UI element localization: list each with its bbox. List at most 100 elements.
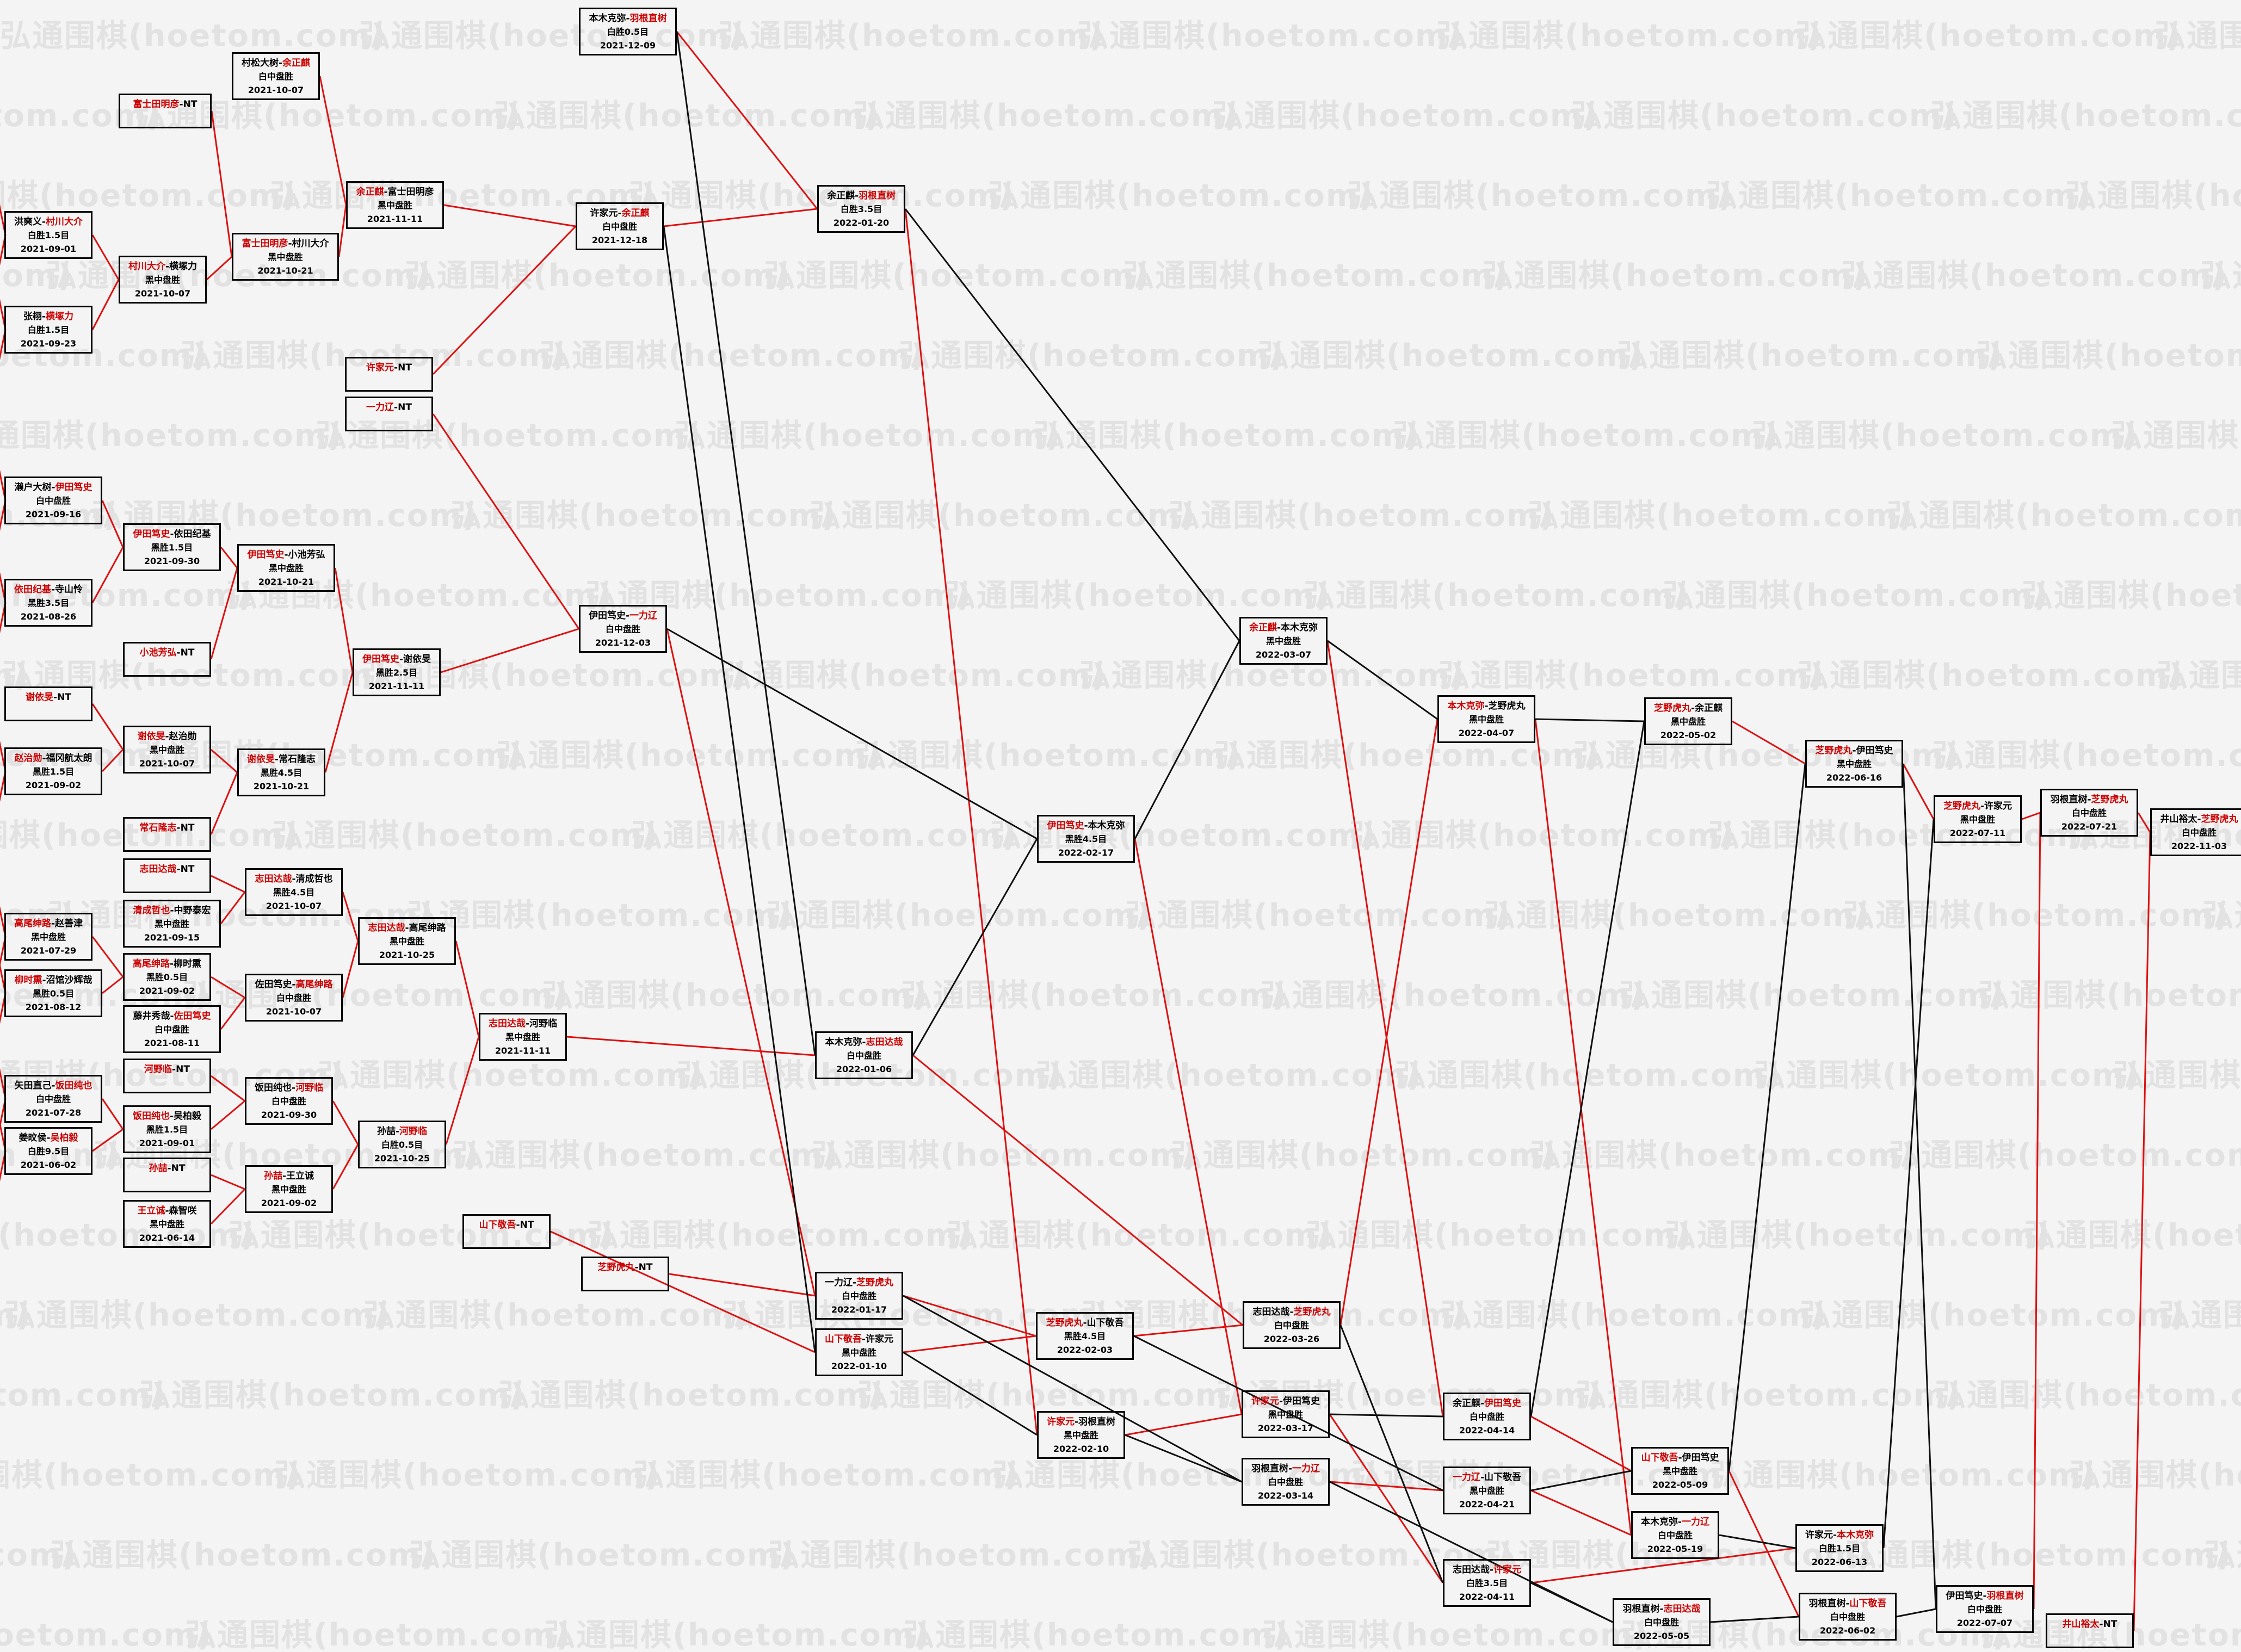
player-name: 一力辽: [629, 610, 658, 621]
match-box-C3[interactable]: 志田达哉-清成哲也 黑胜4.5目 2021-10-07: [245, 868, 343, 916]
match-box-A8[interactable]: 许家元-NT: [345, 357, 433, 392]
match-box-A4[interactable]: 村川大介-横塚力 黑中盘胜 2021-10-07: [119, 256, 207, 304]
bracket-link-C7-C8: [342, 941, 359, 998]
match-box-E12[interactable]: 志田达哉-许家元 白胜3.5目 2022-04-11: [1443, 1559, 1531, 1607]
match-box-E2[interactable]: 山下敬吾-许家元 黑中盘胜 2022-01-10: [815, 1328, 903, 1376]
match-box-B2[interactable]: 伊田笃史-依田纪基 黑胜1.5目 2021-09-30: [123, 523, 221, 571]
match-box-E1[interactable]: 一力辽-芝野虎丸 白中盘胜 2022-01-17: [815, 1272, 903, 1320]
match-box-A3[interactable]: 洪爽义-村川大介 白胜1.5目 2021-09-01: [4, 211, 92, 259]
match-result: 黑中盘胜: [145, 275, 180, 285]
name-separator: -: [1084, 820, 1088, 831]
match-box-E21[interactable]: 芝野虎丸-伊田笃史 黑中盘胜 2022-06-16: [1805, 740, 1903, 788]
match-box-C1[interactable]: 志田达哉-NT: [123, 858, 211, 893]
match-box-B7[interactable]: 赵治勋-福冈航太朗 黑胜1.5目 2021-09-02: [4, 747, 102, 795]
match-box-E15[interactable]: 羽根直树-志田达哉 白中盘胜 2022-05-05: [1613, 1598, 1711, 1646]
match-box-E24[interactable]: 井山裕太-芝野虎丸 白中盘胜 2022-11-03: [2150, 808, 2241, 856]
match-box-C6[interactable]: 高尾绅路-柳时熏 黑胜0.5目 2021-09-02: [123, 953, 211, 1001]
bracket-link-B12-F1: [666, 628, 1038, 840]
match-box-B9[interactable]: 谢依旻-常石隆志 黑胜4.5目 2021-10-21: [237, 748, 325, 796]
match-box-C11[interactable]: 矢田直己-饭田纯也 白中盘胜 2021-07-28: [4, 1075, 102, 1123]
player-name: 张栩: [23, 311, 42, 322]
match-box-B6[interactable]: 谢依旻-NT: [4, 686, 92, 721]
match-result: 白胜0.5目: [381, 1140, 423, 1150]
bracket-link-E3-E11: [1133, 1335, 1443, 1492]
match-box-B12[interactable]: 伊田笃史-一力辽 白中盘胜 2021-12-03: [579, 605, 667, 653]
match-box-E19[interactable]: 井山裕太-NT: [2046, 1613, 2134, 1648]
name-separator: -: [2087, 794, 2091, 805]
player-name: 村松大树: [241, 58, 279, 69]
match-box-F2[interactable]: 本木克弥-志田达哉 白中盘胜 2022-01-06: [815, 1031, 913, 1079]
match-box-A10[interactable]: 本木克弥-羽根直树 白胜0.5目 2021-12-09: [579, 8, 677, 55]
match-box-E13[interactable]: 山下敬吾-伊田笃史 黑中盘胜 2022-05-09: [1631, 1447, 1729, 1495]
match-box-C19[interactable]: 志田达哉-河野临 黑中盘胜 2021-11-11: [479, 1013, 567, 1061]
match-date: 2022-07-21: [2061, 821, 2117, 832]
match-box-C8[interactable]: 志田达哉-高尾绅路 黑中盘胜 2021-10-25: [358, 917, 456, 965]
match-title: 芝野虎丸-NT: [583, 1261, 668, 1274]
match-box-E5[interactable]: 许家元-伊田笃史 黑中盘胜 2022-03-17: [1242, 1390, 1330, 1438]
player-name: 清成哲也: [133, 905, 170, 916]
player-name: 志田达哉: [866, 1037, 903, 1048]
match-box-A11[interactable]: 许家元-余正麒 白中盘胜 2021-12-18: [576, 202, 664, 250]
match-box-A9[interactable]: 一力辽-NT: [345, 397, 433, 431]
match-box-E4[interactable]: 许家元-羽根直树 黑中盘胜 2022-02-10: [1037, 1411, 1125, 1459]
match-box-E23[interactable]: 羽根直树-芝野虎丸 白中盘胜 2022-07-21: [2040, 789, 2138, 837]
match-box-C17[interactable]: 王立诚-森智咲 黑中盘胜 2021-06-14: [123, 1200, 211, 1248]
match-box-D2[interactable]: 芝野虎丸-NT: [581, 1257, 669, 1291]
match-box-E10[interactable]: 余正麒-伊田笃史 白中盘胜 2022-04-14: [1443, 1393, 1531, 1440]
name-separator: -: [51, 482, 55, 493]
match-box-E18[interactable]: 伊田笃史-羽根直树 白中盘胜 2022-07-07: [1936, 1585, 2034, 1633]
match-box-C10[interactable]: 河野临-NT: [123, 1059, 211, 1093]
match-box-E7[interactable]: 志田达哉-芝野虎丸 白中盘胜 2022-03-26: [1243, 1301, 1341, 1349]
match-box-A5[interactable]: 张栩-横塚力 白胜1.5目 2021-09-23: [4, 306, 92, 354]
match-box-E8[interactable]: 余正麒-本木克弥 黑中盘胜 2022-03-07: [1239, 617, 1328, 665]
match-title: 伊田笃史-谢依旻: [354, 653, 439, 666]
match-box-E20[interactable]: 芝野虎丸-余正麒 黑中盘胜 2022-05-02: [1644, 697, 1732, 745]
match-box-C16[interactable]: 孙喆-NT: [123, 1158, 211, 1192]
match-box-C4[interactable]: 高尾绅路-赵善津 黑中盘胜 2021-07-29: [4, 913, 92, 961]
match-box-C9[interactable]: 藤井秀哉-佐田笃史 白中盘胜 2021-08-11: [123, 1005, 221, 1053]
match-box-C2[interactable]: 清成哲也-中野泰宏 黑中盘胜 2021-09-15: [123, 900, 221, 948]
player-name: 村川大介: [128, 261, 165, 272]
match-box-B4[interactable]: 伊田笃史-小池芳弘 黑中盘胜 2021-10-21: [237, 544, 335, 592]
name-separator: -: [1279, 1396, 1283, 1407]
match-box-E9[interactable]: 本木克弥-芝野虎丸 黑中盘胜 2022-04-07: [1437, 695, 1535, 743]
match-box-E6[interactable]: 羽根直树-一力辽 白中盘胜 2022-03-14: [1242, 1458, 1330, 1506]
match-box-C15[interactable]: 孙喆-河野临 白胜0.5目 2021-10-25: [358, 1121, 446, 1168]
match-box-D1[interactable]: 山下敬吾-NT: [462, 1214, 551, 1249]
match-box-A7[interactable]: 余正麒-富士田明彦 黑中盘胜 2021-11-11: [346, 181, 444, 229]
match-box-F1[interactable]: 伊田笃史-本木克弥 黑胜4.5目 2022-02-17: [1037, 815, 1135, 863]
match-result: 白中盘胜: [276, 993, 311, 1003]
match-box-B3[interactable]: 依田纪基-寺山怜 黑胜3.5目 2021-08-26: [4, 579, 92, 627]
match-box-C14[interactable]: 饭田纯也-河野临 白中盘胜 2021-09-30: [245, 1077, 333, 1125]
match-box-A6[interactable]: 富士田明彦-村川大介 黑中盘胜 2021-10-21: [232, 233, 339, 281]
match-box-E17[interactable]: 羽根直树-山下敬吾 白中盘胜 2022-06-02: [1799, 1593, 1897, 1641]
match-box-C5[interactable]: 柳时熏-沼馆沙辉哉 黑胜0.5目 2021-08-12: [4, 969, 102, 1017]
match-box-E22[interactable]: 芝野虎丸-许家元 黑中盘胜 2022-07-11: [1934, 795, 2022, 843]
match-box-A1[interactable]: 富士田明彦-NT: [119, 94, 212, 128]
match-result: 白中盘胜: [271, 1096, 306, 1106]
match-box-C18[interactable]: 孙喆-王立诚 黑中盘胜 2021-09-02: [245, 1165, 333, 1213]
player-name: 依田纪基: [174, 529, 211, 540]
match-box-B11[interactable]: 伊田笃史-谢依旻 黑胜2.5目 2021-11-11: [353, 648, 441, 696]
match-box-E3[interactable]: 芝野虎丸-山下敬吾 黑胜4.5目 2022-02-03: [1036, 1312, 1134, 1360]
match-title: 藤井秀哉-佐田笃史: [125, 1010, 219, 1023]
match-box-A2[interactable]: 村松大树-余正麒 白中盘胜 2021-10-07: [232, 52, 320, 100]
name-separator: -: [165, 731, 169, 742]
match-box-E14[interactable]: 本木克弥-一力辽 白中盘胜 2022-05-19: [1631, 1511, 1719, 1559]
match-box-B10[interactable]: 常石隆志-NT: [123, 817, 211, 852]
match-box-C13[interactable]: 饭田纯也-吴柏毅 黑胜1.5目 2021-09-01: [123, 1105, 211, 1153]
bracket-link-C13-C14: [211, 1100, 245, 1130]
match-box-B1[interactable]: 濑户大树-伊田笃史 白中盘胜 2021-09-16: [4, 477, 102, 524]
match-box-A12[interactable]: 余正麒-羽根直树 白胜3.5目 2022-01-20: [817, 185, 905, 233]
match-box-E16[interactable]: 许家元-本木克弥 白胜1.5目 2022-06-13: [1795, 1524, 1884, 1572]
match-date: 2021-11-11: [495, 1045, 551, 1056]
match-box-B8[interactable]: 谢依旻-赵治勋 黑中盘胜 2021-10-07: [123, 726, 211, 774]
bracket-stub-A5: [0, 299, 7, 330]
match-box-B5[interactable]: 小池芳弘-NT: [123, 642, 211, 677]
name-separator: -: [165, 261, 170, 272]
match-box-C7[interactable]: 佐田笃史-高尾绅路 白中盘胜 2021-10-07: [245, 974, 343, 1022]
match-box-E11[interactable]: 一力辽-山下敬吾 黑中盘胜 2022-04-21: [1443, 1467, 1531, 1514]
match-box-C12[interactable]: 姜旼侯-吴柏毅 白胜9.5目 2021-06-02: [4, 1127, 92, 1175]
match-result: 白中盘胜: [1830, 1612, 1865, 1622]
